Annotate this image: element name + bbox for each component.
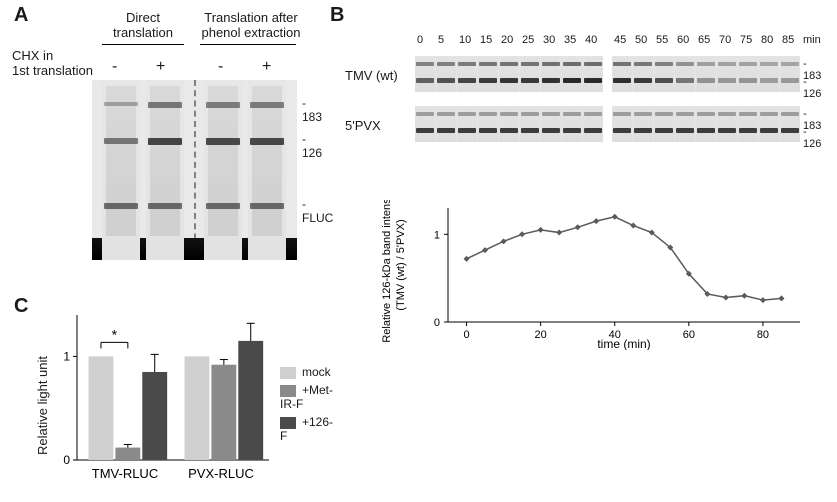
panel-b-chart: 01020406080time (min)Relative 126-kDa ba… bbox=[370, 200, 810, 350]
svg-text:PVX-RLUC: PVX-RLUC bbox=[188, 466, 254, 481]
panel-b-time-label: 55 bbox=[656, 34, 668, 46]
svg-text:TMV-RLUC: TMV-RLUC bbox=[92, 466, 158, 481]
panel-b-time-label: 45 bbox=[614, 34, 626, 46]
panel-a-label: A bbox=[14, 4, 28, 27]
gel-a-lane bbox=[146, 80, 184, 260]
legend-item-126f: +126-F bbox=[280, 415, 335, 443]
panel-b-row-tmv: TMV (wt) bbox=[345, 68, 398, 83]
svg-text:time (min): time (min) bbox=[597, 337, 650, 350]
panel-a-divider bbox=[194, 80, 196, 260]
svg-text:0: 0 bbox=[463, 329, 469, 341]
svg-text:Relative 126-kDa band intensit: Relative 126-kDa band intensity bbox=[381, 200, 393, 343]
gel-a-band bbox=[148, 102, 182, 108]
gel-a-band bbox=[148, 203, 182, 209]
panel-c-ylabel: Relative light unit bbox=[35, 356, 50, 455]
panel-b-time-label: 35 bbox=[564, 34, 576, 46]
panel-c-chart: 0 1 TMV-RLUC PVX-RLUC * bbox=[45, 305, 275, 490]
gel-b-block bbox=[612, 106, 800, 142]
panel-b-time-label: 10 bbox=[459, 34, 471, 46]
gel-a-band bbox=[250, 203, 284, 209]
gel-a-lane bbox=[204, 80, 242, 260]
panel-a-header-right: Translation after phenol extraction bbox=[196, 10, 306, 40]
panel-a-hline-right bbox=[200, 44, 296, 45]
panel-a-bandlbl-126: - 126 bbox=[302, 132, 322, 160]
panel-b-time-label: 20 bbox=[501, 34, 513, 46]
panel-a: Direct translation Translation after phe… bbox=[30, 10, 310, 270]
panel-b-time-label: 50 bbox=[635, 34, 647, 46]
panel-b-time-label: 85 bbox=[782, 34, 794, 46]
panel-a-gel bbox=[92, 80, 297, 260]
figure-root: A Direct translation Translation after p… bbox=[0, 0, 837, 502]
gel-b-block bbox=[415, 106, 603, 142]
gel-a-lane bbox=[102, 80, 140, 260]
legend-item-metirf: +Met-IR-F bbox=[280, 383, 335, 411]
panel-b-time-label: 75 bbox=[740, 34, 752, 46]
gel-a-band bbox=[250, 102, 284, 108]
svg-text:0: 0 bbox=[63, 453, 70, 467]
panel-b-row-pvx: 5'PVX bbox=[345, 118, 381, 133]
gel-b-block bbox=[415, 56, 603, 92]
gel-a-band bbox=[206, 102, 240, 108]
svg-text:20: 20 bbox=[535, 329, 547, 341]
panel-b-time-label: 5 bbox=[438, 34, 444, 46]
gel-a-band bbox=[104, 203, 138, 209]
svg-text:*: * bbox=[112, 326, 118, 342]
svg-text:80: 80 bbox=[757, 329, 769, 341]
panel-b-time-label: 40 bbox=[585, 34, 597, 46]
panel-a-header-left: Direct translation bbox=[94, 10, 192, 40]
panel-b-time-label: 30 bbox=[543, 34, 555, 46]
panel-b-time-label: 65 bbox=[698, 34, 710, 46]
panel-c-legend: mock +Met-IR-F +126-F bbox=[280, 365, 335, 443]
panel-b-min-label: min bbox=[803, 34, 821, 46]
panel-a-sign-2: - bbox=[218, 58, 223, 76]
panel-a-hline-left bbox=[102, 44, 184, 45]
gel-a-lane bbox=[248, 80, 286, 260]
svg-text:1: 1 bbox=[434, 229, 440, 241]
gel-a-band bbox=[104, 138, 138, 144]
panel-b-band-label: - 126 bbox=[803, 76, 825, 100]
panel-a-sign-1: + bbox=[156, 58, 165, 76]
panel-a-sign-0: - bbox=[112, 58, 117, 76]
svg-text:(TMV (wt) / 5'PVX): (TMV (wt) / 5'PVX) bbox=[395, 219, 407, 310]
svg-text:0: 0 bbox=[434, 317, 440, 329]
panel-a-bandlbl-183: - 183 bbox=[302, 96, 322, 124]
panel-b-time-label: 70 bbox=[719, 34, 731, 46]
gel-a-band bbox=[148, 138, 182, 145]
gel-a-band bbox=[206, 138, 240, 145]
gel-b-block bbox=[612, 56, 800, 92]
gel-a-band bbox=[104, 102, 138, 106]
panel-b-time-label: 80 bbox=[761, 34, 773, 46]
panel-b-time-label: 0 bbox=[417, 34, 423, 46]
panel-b-time-label: 15 bbox=[480, 34, 492, 46]
panel-a-sign-3: + bbox=[262, 58, 271, 76]
svg-text:60: 60 bbox=[683, 329, 695, 341]
panel-a-row-label: CHX in 1st translation bbox=[12, 48, 93, 78]
panel-b-band-label: - 126 bbox=[803, 126, 825, 150]
panel-b-time-label: 25 bbox=[522, 34, 534, 46]
panel-a-bandlbl-fluc: - FLUC bbox=[302, 197, 333, 225]
legend-item-mock: mock bbox=[280, 365, 335, 379]
panel-b-label: B bbox=[330, 4, 344, 27]
panel-b-time-label: 60 bbox=[677, 34, 689, 46]
gel-a-band bbox=[250, 138, 284, 145]
svg-text:1: 1 bbox=[63, 349, 70, 363]
panel-c: 01TMV-RLUCPVX-RLUC* Relative light unit … bbox=[25, 305, 335, 490]
gel-a-band bbox=[206, 203, 240, 209]
